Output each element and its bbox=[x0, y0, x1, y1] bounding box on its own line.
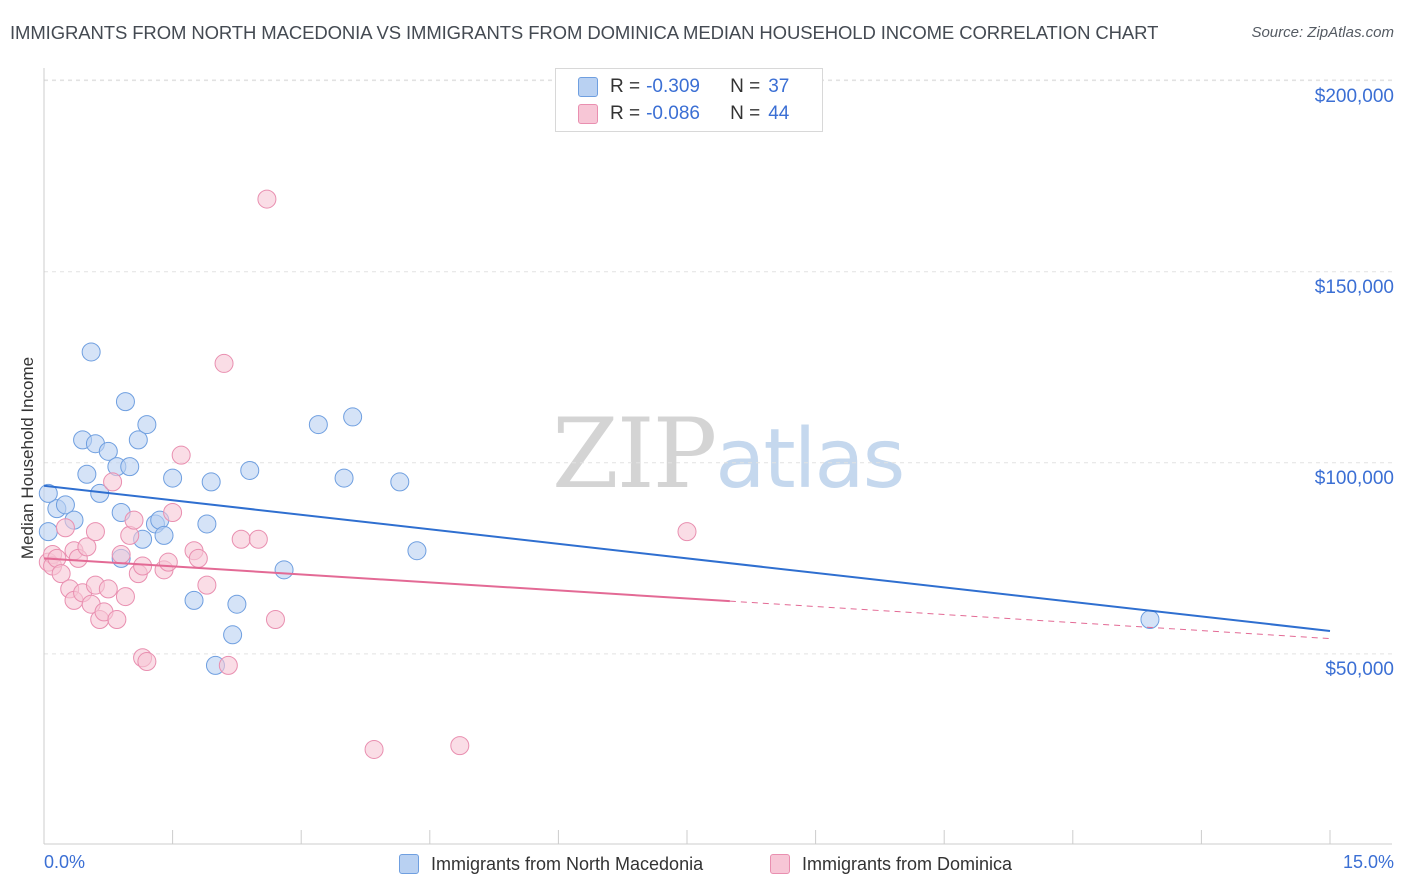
point-dominica bbox=[111, 545, 131, 565]
point-north-macedonia bbox=[38, 522, 58, 542]
point-dominica bbox=[197, 575, 217, 595]
point-north-macedonia bbox=[197, 514, 217, 534]
series-swatch-pink bbox=[770, 854, 790, 874]
series-name: Immigrants from Dominica bbox=[802, 853, 1013, 874]
point-north-macedonia bbox=[227, 594, 247, 614]
series-legend-dominica: Immigrants from Dominica bbox=[770, 852, 1012, 876]
point-north-macedonia bbox=[81, 342, 101, 362]
legend-swatch-blue bbox=[578, 77, 598, 97]
point-dominica bbox=[231, 529, 251, 549]
point-north-macedonia bbox=[55, 495, 75, 515]
point-dominica bbox=[107, 610, 127, 630]
series-legend-north-macedonia: Immigrants from North Macedonia bbox=[399, 852, 703, 876]
point-north-macedonia bbox=[407, 541, 427, 561]
point-dominica bbox=[103, 472, 123, 492]
point-dominica bbox=[214, 353, 234, 373]
point-dominica bbox=[218, 655, 238, 675]
chart-title: IMMIGRANTS FROM NORTH MACEDONIA VS IMMIG… bbox=[10, 22, 1159, 43]
legend-n-value: 37 bbox=[768, 76, 790, 97]
watermark-atlas: atlas bbox=[715, 412, 905, 507]
point-dominica bbox=[364, 739, 384, 759]
legend-row-north-macedonia: R = -0.309 N = 37 bbox=[578, 74, 789, 100]
watermark: ZIPatlas bbox=[552, 398, 905, 510]
legend-swatch-pink bbox=[578, 104, 598, 124]
point-north-macedonia bbox=[240, 460, 260, 480]
point-north-macedonia bbox=[343, 407, 363, 427]
trend-lines bbox=[43, 484, 1331, 640]
source-label: Source: ZipAtlas.com bbox=[1251, 24, 1394, 41]
gridlines bbox=[44, 79, 1392, 655]
point-north-macedonia bbox=[120, 457, 140, 477]
point-dominica bbox=[265, 610, 285, 630]
trend-line-dominica bbox=[43, 557, 730, 603]
y-tick-label-200000: $200,000 bbox=[1314, 86, 1394, 107]
point-north-macedonia bbox=[154, 525, 174, 545]
point-north-macedonia bbox=[184, 590, 204, 610]
point-dominica bbox=[77, 537, 97, 557]
trend-line-north-macedonia bbox=[43, 484, 1331, 632]
point-north-macedonia bbox=[308, 415, 328, 435]
x-tick-label-max: 15.0% bbox=[1342, 852, 1394, 872]
point-dominica bbox=[85, 522, 105, 542]
point-north-macedonia bbox=[137, 415, 157, 435]
point-north-macedonia bbox=[201, 472, 221, 492]
legend-r-label: R = bbox=[610, 76, 641, 97]
point-dominica bbox=[137, 652, 157, 672]
point-north-macedonia bbox=[390, 472, 410, 492]
legend-n-label: N = bbox=[730, 76, 761, 97]
point-dominica bbox=[257, 189, 277, 209]
point-dominica bbox=[115, 587, 135, 607]
legend-r-label: R = bbox=[610, 103, 641, 124]
watermark-zip: ZIP bbox=[552, 398, 717, 510]
legend-n-label: N = bbox=[730, 103, 761, 124]
y-axis-label: Median Household Income bbox=[18, 356, 37, 560]
point-north-macedonia bbox=[77, 464, 97, 484]
data-points bbox=[38, 189, 1160, 759]
point-dominica bbox=[124, 510, 144, 530]
y-tick-label-150000: $150,000 bbox=[1314, 277, 1394, 298]
point-north-macedonia bbox=[334, 468, 354, 488]
x-tick-label-min: 0.0% bbox=[44, 852, 86, 872]
legend-r-value: -0.086 bbox=[646, 103, 700, 124]
stats-legend: R = -0.309 N = 37 R = -0.086 N = 44 bbox=[555, 68, 823, 132]
point-north-macedonia bbox=[115, 392, 135, 412]
point-dominica bbox=[171, 445, 191, 465]
axes bbox=[43, 68, 1392, 845]
point-north-macedonia bbox=[98, 441, 118, 461]
point-dominica bbox=[133, 556, 153, 576]
point-dominica bbox=[51, 564, 71, 584]
point-north-macedonia bbox=[223, 625, 243, 645]
point-north-macedonia bbox=[38, 483, 58, 503]
point-dominica bbox=[163, 502, 183, 522]
y-tick-label-50000: $50,000 bbox=[1325, 659, 1394, 680]
series-swatch-blue bbox=[399, 854, 419, 874]
legend-n-value: 44 bbox=[768, 103, 790, 124]
point-dominica bbox=[248, 529, 268, 549]
legend-row-dominica: R = -0.086 N = 44 bbox=[578, 101, 789, 127]
point-dominica bbox=[158, 552, 178, 572]
legend-r-value: -0.309 bbox=[646, 76, 700, 97]
series-name: Immigrants from North Macedonia bbox=[431, 853, 704, 874]
point-north-macedonia bbox=[163, 468, 183, 488]
point-north-macedonia bbox=[128, 430, 148, 450]
point-dominica bbox=[55, 518, 75, 538]
point-dominica bbox=[188, 548, 208, 568]
point-dominica bbox=[677, 522, 697, 542]
point-north-macedonia bbox=[1140, 610, 1160, 630]
trend-line-dominica-extension bbox=[729, 600, 1331, 640]
point-north-macedonia bbox=[274, 560, 294, 580]
point-dominica bbox=[98, 579, 118, 599]
y-tick-label-100000: $100,000 bbox=[1314, 468, 1394, 489]
point-dominica bbox=[450, 736, 470, 756]
